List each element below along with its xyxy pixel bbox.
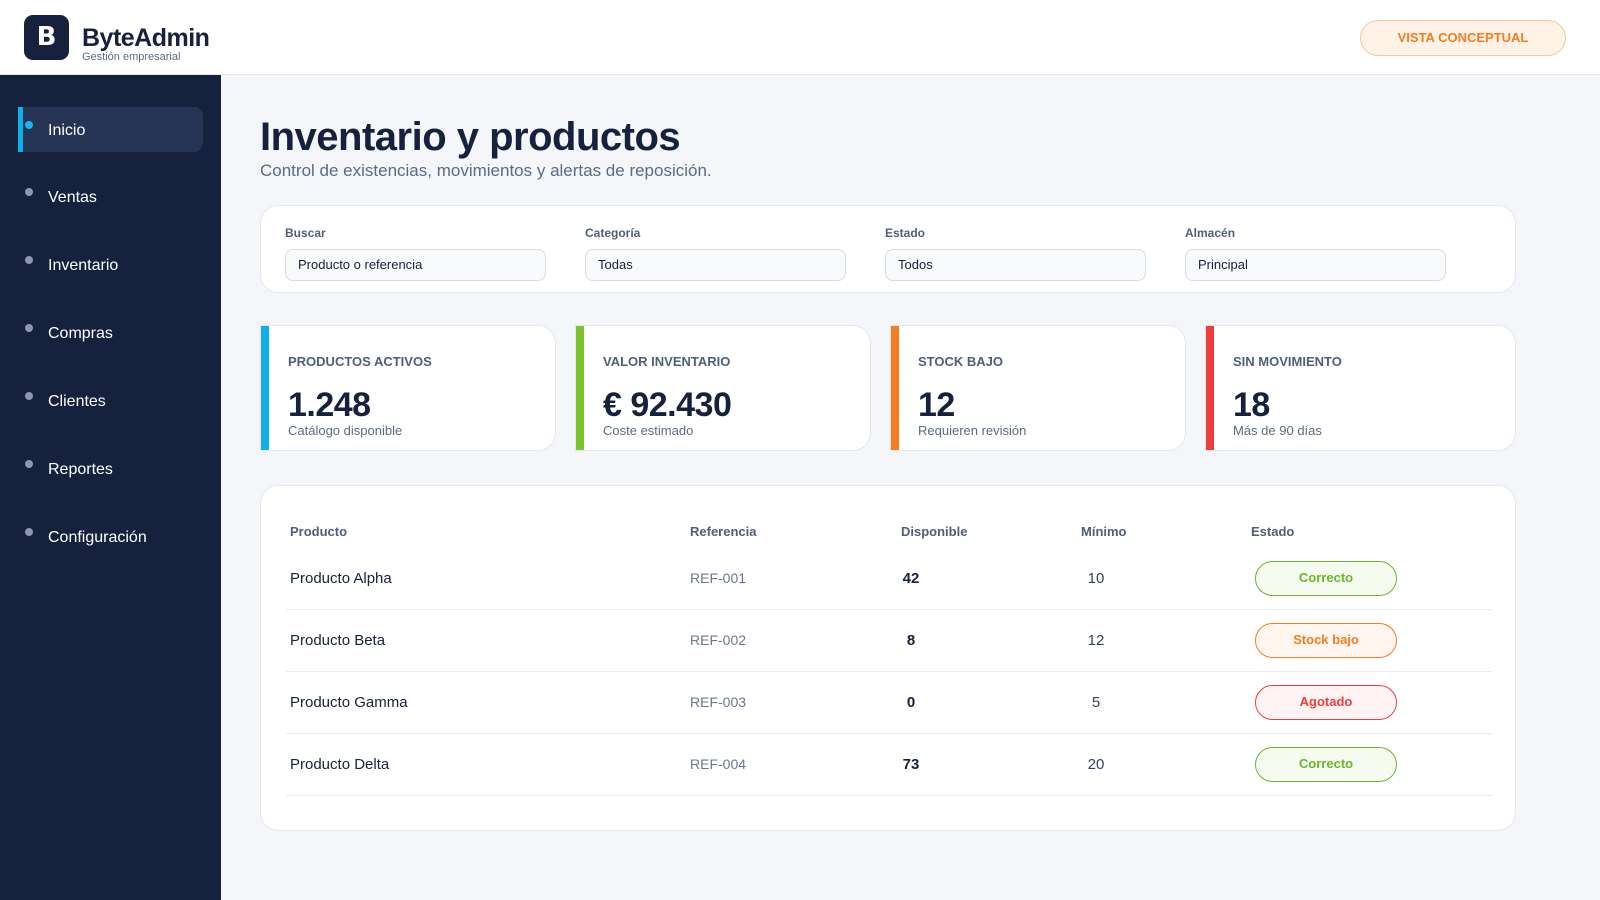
sidebar-item-label: Compras bbox=[48, 325, 113, 342]
stat-subtitle: Catálogo disponible bbox=[288, 423, 403, 438]
dot-icon bbox=[25, 324, 33, 332]
stat-accent bbox=[261, 326, 269, 450]
filter-category: Categoría Todas bbox=[585, 226, 846, 281]
sidebar-item-label: Inventario bbox=[48, 257, 119, 274]
product-reference: REF-001 bbox=[690, 570, 747, 586]
top-header: B ByteAdmin Gestión empresarial VISTA CO… bbox=[0, 0, 1600, 75]
status-badge: Correcto bbox=[1255, 747, 1397, 782]
column-header-status[interactable]: Estado bbox=[1251, 524, 1295, 539]
page-title: Inventario y productos bbox=[260, 115, 681, 159]
stat-label: VALOR INVENTARIO bbox=[603, 354, 731, 369]
status-badge: Correcto bbox=[1255, 561, 1397, 596]
stat-card-no-movement: SIN MOVIMIENTO 18 Más de 90 días bbox=[1205, 325, 1516, 451]
filter-label: Estado bbox=[885, 226, 926, 240]
warehouse-select[interactable]: Principal bbox=[1185, 249, 1446, 281]
product-name: Producto Gamma bbox=[290, 694, 408, 711]
table-row[interactable]: Producto Delta REF-004 73 20 Correcto bbox=[286, 734, 1492, 796]
filter-search: Buscar Producto o referencia bbox=[285, 226, 546, 281]
filter-label: Buscar bbox=[285, 226, 326, 240]
stat-subtitle: Más de 90 días bbox=[1233, 423, 1322, 438]
table-row[interactable]: Producto Alpha REF-001 42 10 Correcto bbox=[286, 548, 1492, 610]
table-row[interactable]: Producto Beta REF-002 8 12 Stock bajo bbox=[286, 610, 1492, 672]
available-qty: 0 bbox=[906, 694, 916, 711]
column-header-product[interactable]: Producto bbox=[290, 524, 348, 539]
sidebar-item-label: Configuración bbox=[48, 529, 147, 546]
sidebar-item-label: Clientes bbox=[48, 393, 106, 410]
sidebar: Inicio Ventas Inventario Compras Cliente… bbox=[0, 75, 221, 900]
product-name: Producto Delta bbox=[290, 756, 390, 773]
available-qty: 8 bbox=[906, 632, 916, 649]
stat-value: 1.248 bbox=[288, 386, 371, 424]
column-header-reference[interactable]: Referencia bbox=[690, 524, 757, 539]
sidebar-item-inicio[interactable]: Inicio bbox=[18, 107, 203, 152]
stat-card-inventory-value: VALOR INVENTARIO € 92.430 Coste estimado bbox=[575, 325, 871, 451]
sidebar-item-clientes[interactable]: Clientes bbox=[18, 378, 203, 423]
inventory-table: Producto Referencia Disponible Mínimo Es… bbox=[260, 485, 1516, 831]
stat-card-active-products: PRODUCTOS ACTIVOS 1.248 Catálogo disponi… bbox=[260, 325, 556, 451]
available-qty: 73 bbox=[902, 756, 920, 773]
product-name: Producto Beta bbox=[290, 632, 386, 649]
logo-icon: B bbox=[24, 15, 69, 60]
stat-accent bbox=[576, 326, 584, 450]
sidebar-item-label: Reportes bbox=[48, 461, 113, 478]
minimum-qty: 5 bbox=[1091, 694, 1101, 711]
search-input[interactable]: Producto o referencia bbox=[285, 249, 546, 281]
product-reference: REF-002 bbox=[690, 632, 747, 648]
product-name: Producto Alpha bbox=[290, 570, 392, 587]
filter-label: Almacén bbox=[1185, 226, 1236, 240]
available-qty: 42 bbox=[902, 570, 920, 587]
filter-bar: Buscar Producto o referencia Categoría T… bbox=[260, 205, 1516, 293]
product-reference: REF-004 bbox=[690, 756, 747, 772]
stat-accent bbox=[891, 326, 899, 450]
sidebar-item-label: Ventas bbox=[48, 189, 97, 206]
stat-value: 12 bbox=[918, 386, 955, 424]
filter-warehouse: Almacén Principal bbox=[1185, 226, 1446, 281]
category-select[interactable]: Todas bbox=[585, 249, 846, 281]
sidebar-item-label: Inicio bbox=[48, 122, 86, 139]
status-badge: Agotado bbox=[1255, 685, 1397, 720]
sidebar-item-ventas[interactable]: Ventas bbox=[18, 174, 203, 219]
dot-icon bbox=[25, 528, 33, 536]
page-subtitle: Control de existencias, movimientos y al… bbox=[260, 161, 712, 180]
minimum-qty: 10 bbox=[1087, 570, 1105, 587]
stat-value: € 92.430 bbox=[603, 386, 732, 424]
sidebar-item-reportes[interactable]: Reportes bbox=[18, 446, 203, 491]
table-row[interactable]: Producto Gamma REF-003 0 5 Agotado bbox=[286, 672, 1492, 734]
stat-label: SIN MOVIMIENTO bbox=[1233, 354, 1342, 369]
brand-subtitle: Gestión empresarial bbox=[82, 51, 181, 63]
dot-icon bbox=[25, 392, 33, 400]
stat-label: STOCK BAJO bbox=[918, 354, 1003, 369]
product-reference: REF-003 bbox=[690, 694, 747, 710]
status-badge: Stock bajo bbox=[1255, 623, 1397, 658]
dot-icon bbox=[25, 460, 33, 468]
sidebar-item-configuracion[interactable]: Configuración bbox=[18, 514, 203, 559]
sidebar-item-compras[interactable]: Compras bbox=[18, 310, 203, 355]
column-header-minimum[interactable]: Mínimo bbox=[1081, 524, 1127, 539]
concept-badge: VISTA CONCEPTUAL bbox=[1360, 20, 1566, 56]
stat-subtitle: Requieren revisión bbox=[918, 423, 1027, 438]
minimum-qty: 12 bbox=[1087, 632, 1105, 649]
filter-status: Estado Todos bbox=[885, 226, 1146, 281]
brand-name: ByteAdmin bbox=[82, 24, 210, 52]
dot-icon bbox=[25, 256, 33, 264]
minimum-qty: 20 bbox=[1087, 756, 1105, 773]
status-select[interactable]: Todos bbox=[885, 249, 1146, 281]
dot-icon bbox=[25, 188, 33, 196]
stat-accent bbox=[1206, 326, 1214, 450]
stat-card-low-stock: STOCK BAJO 12 Requieren revisión bbox=[890, 325, 1186, 451]
sidebar-item-inventario[interactable]: Inventario bbox=[18, 242, 203, 287]
active-indicator bbox=[18, 107, 23, 152]
dot-icon bbox=[25, 121, 33, 129]
filter-label: Categoría bbox=[585, 226, 641, 240]
stat-label: PRODUCTOS ACTIVOS bbox=[288, 354, 432, 369]
stat-subtitle: Coste estimado bbox=[603, 423, 694, 438]
stat-value: 18 bbox=[1233, 386, 1270, 424]
column-header-available[interactable]: Disponible bbox=[901, 524, 968, 539]
